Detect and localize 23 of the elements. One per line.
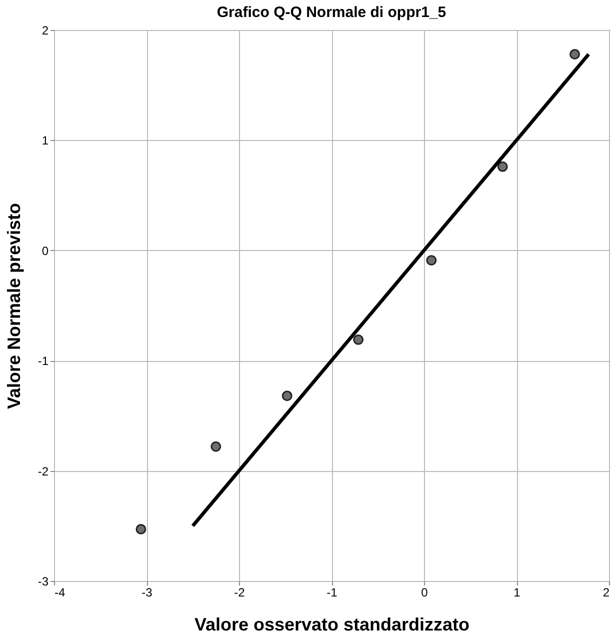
point <box>570 49 580 60</box>
x-axis-title: Valore osservato standardizzato <box>194 614 470 634</box>
x-tick-label: -4 <box>54 586 66 600</box>
x-tick-label: 1 <box>514 586 521 600</box>
point <box>282 390 292 402</box>
point <box>136 524 146 534</box>
y-tick-label: -2 <box>38 464 49 478</box>
x-tick-label: -2 <box>234 586 246 600</box>
x-tick-label: -3 <box>142 586 153 600</box>
y-tick-label: 2 <box>42 24 49 38</box>
chart-title: Grafico Q-Q Normale di oppr1_5 <box>216 4 446 21</box>
y-tick-label: -1 <box>38 354 49 368</box>
y-tick-label: 0 <box>42 244 49 258</box>
y-tick-label: -3 <box>38 574 49 588</box>
point <box>426 255 437 266</box>
point <box>497 161 508 172</box>
point <box>353 334 364 345</box>
point <box>210 441 222 452</box>
x-tick-label: 0 <box>421 586 428 600</box>
y-tick-label: 1 <box>42 134 49 148</box>
x-tick-label: -1 <box>326 586 338 600</box>
x-tick-label: 2 <box>602 586 610 600</box>
y-axis-title: Valore Normale previsto <box>4 202 24 410</box>
